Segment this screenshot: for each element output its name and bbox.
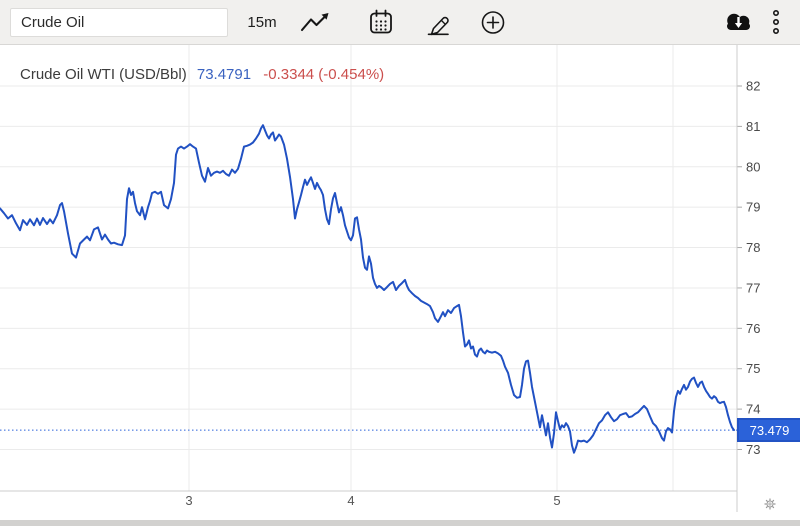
kebab-menu-icon [773, 10, 780, 34]
toolbar: 15m [0, 0, 800, 45]
chart-style-button[interactable] [296, 0, 334, 44]
y-axis-label: 76 [746, 321, 760, 336]
x-axis-label: 4 [347, 493, 354, 508]
calendar-icon [370, 9, 392, 34]
line-chart-icon [300, 13, 329, 32]
time-axis[interactable] [0, 491, 737, 518]
more-menu-button[interactable] [762, 0, 790, 44]
gear-icon [764, 498, 776, 510]
draw-button[interactable] [419, 0, 457, 44]
symbol-search-box[interactable] [10, 8, 228, 37]
window-edge [0, 520, 800, 526]
x-axis-label: 5 [553, 493, 560, 508]
chart-plot-area[interactable] [0, 45, 737, 491]
y-axis-label: 78 [746, 240, 760, 255]
y-axis-label: 75 [746, 361, 760, 376]
add-circle-icon [481, 11, 505, 34]
download-button[interactable] [718, 0, 758, 44]
legend-last-price: 73.4791 [196, 66, 252, 83]
price-line [0, 124, 735, 454]
y-axis-label: 77 [746, 280, 760, 295]
y-axis-label: 81 [746, 119, 760, 134]
x-axis-label: 3 [185, 493, 192, 508]
date-range-button[interactable] [362, 0, 400, 44]
interval-button[interactable]: 15m [240, 0, 284, 44]
symbol-search-input[interactable] [11, 9, 227, 36]
y-axis-label: 80 [746, 159, 760, 174]
chart-settings-button[interactable] [757, 491, 783, 517]
legend-symbol: Crude Oil WTI (USD/Bbl) [20, 66, 187, 83]
y-axis-label: 73 [746, 442, 760, 457]
current-price-tag: 73.479 [737, 418, 800, 443]
y-axis-label: 74 [746, 402, 760, 417]
symbol-legend: Crude Oil WTI (USD/Bbl) 73.4791 -0.3344 … [20, 66, 384, 83]
legend-change: -0.3344 (-0.454%) [263, 66, 385, 83]
add-indicator-button[interactable] [474, 0, 512, 44]
y-axis-label: 82 [746, 78, 760, 93]
download-cloud-icon [727, 13, 750, 30]
draw-icon [427, 16, 449, 36]
y-axis-label: 79 [746, 200, 760, 215]
